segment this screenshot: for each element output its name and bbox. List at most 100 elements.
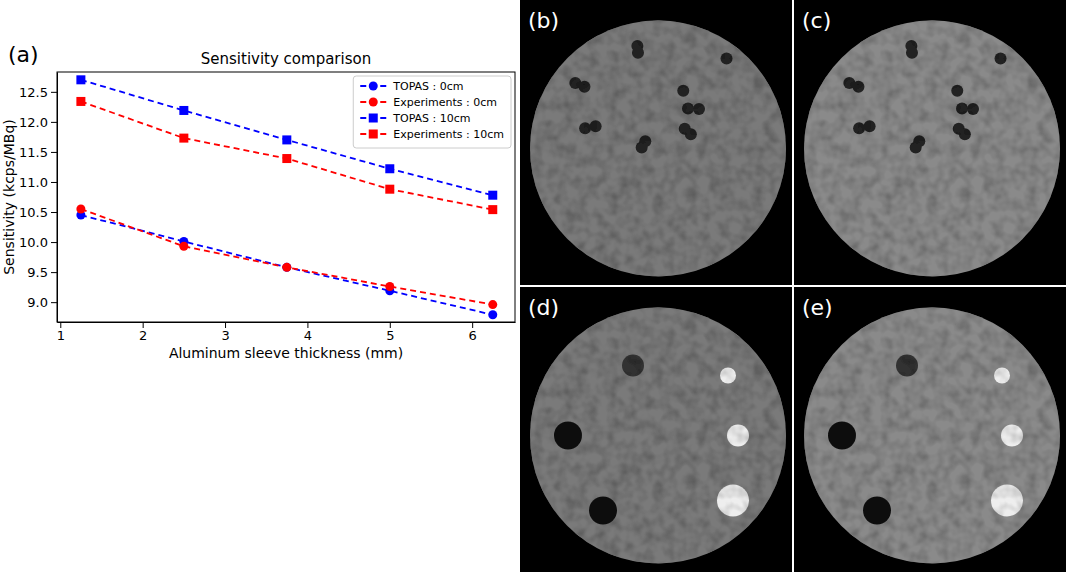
- legend-label: TOPAS : 0cm: [392, 80, 463, 93]
- cold-rod: [853, 122, 865, 134]
- data-point: [282, 135, 291, 144]
- phantom-disc: [530, 308, 786, 564]
- legend-marker: [369, 130, 378, 139]
- x-tick: 6: [469, 322, 477, 343]
- cold-rod: [959, 128, 971, 140]
- data-point: [488, 205, 497, 214]
- y-tick-mark: [51, 212, 57, 213]
- sphere-insert: [717, 485, 749, 517]
- data-point: [282, 263, 291, 272]
- data-point: [76, 97, 85, 106]
- y-tick: 10.0: [19, 235, 57, 250]
- y-tick: 12.5: [19, 84, 57, 99]
- plot-area: [76, 75, 497, 319]
- x-tick-label: 2: [139, 328, 147, 343]
- y-tick-label: 11.5: [19, 145, 48, 160]
- legend-label: Experiments : 0cm: [393, 96, 497, 109]
- y-tick-mark: [51, 152, 57, 153]
- data-point: [385, 185, 394, 194]
- x-tick-mark: [60, 322, 61, 328]
- y-tick-mark: [51, 122, 57, 123]
- cold-rod: [569, 77, 581, 89]
- legend-box: [353, 76, 511, 148]
- x-axis-line: [58, 322, 516, 323]
- cold-rod: [843, 77, 855, 89]
- data-point: [282, 263, 291, 272]
- phantom: [530, 308, 786, 564]
- series-line: [81, 101, 493, 209]
- y-tick-label: 9.5: [27, 265, 48, 280]
- panel-label: (e): [802, 295, 833, 320]
- cold-rod: [910, 141, 922, 153]
- cold-rod: [685, 128, 697, 140]
- phantom: [804, 308, 1060, 564]
- cold-rod: [995, 52, 1007, 64]
- x-tick-mark: [472, 322, 473, 328]
- legend-entry: TOPAS : 10cm: [360, 112, 470, 125]
- legend-entry: Experiments : 10cm: [360, 128, 504, 141]
- data-point: [488, 300, 497, 309]
- cold-rod: [905, 40, 917, 52]
- sphere-insert: [720, 368, 736, 384]
- data-point: [76, 205, 85, 214]
- data-point: [385, 164, 394, 173]
- sphere-insert: [828, 422, 856, 450]
- x-tick: 5: [386, 322, 394, 343]
- legend-entry: Experiments : 0cm: [360, 96, 497, 109]
- legend-label: TOPAS : 10cm: [392, 112, 470, 125]
- cold-rod: [636, 141, 648, 153]
- legend-marker: [369, 82, 378, 91]
- phantom-disc: [530, 21, 786, 277]
- legend-label: Experiments : 10cm: [393, 128, 504, 141]
- x-tick: 3: [221, 322, 229, 343]
- x-tick: 2: [139, 322, 147, 343]
- cold-rod: [682, 103, 694, 115]
- cold-rod: [677, 85, 689, 97]
- panel-label: (a): [8, 42, 39, 67]
- data-point: [179, 106, 188, 115]
- y-tick-label: 10.0: [19, 235, 48, 250]
- cold-rod: [590, 120, 602, 132]
- image-panel: (e): [794, 287, 1066, 572]
- y-axis-line: [57, 73, 58, 323]
- panel-label: (c): [802, 8, 831, 33]
- plot-frame: [57, 72, 515, 322]
- image-background: [520, 287, 792, 572]
- y-tick: 10.5: [19, 205, 57, 220]
- y-tick-label: 11.0: [19, 175, 48, 190]
- x-tick-label: 1: [57, 328, 65, 343]
- sphere-insert: [589, 497, 617, 525]
- chart: 1234569.09.510.010.511.011.512.012.5Sens…: [1, 42, 516, 361]
- phantom-disc: [804, 308, 1060, 564]
- x-tick-label: 5: [386, 328, 394, 343]
- y-axis: 9.09.510.010.511.011.512.012.5: [19, 73, 57, 323]
- y-tick-label: 12.5: [19, 84, 48, 99]
- x-tick-mark: [225, 322, 226, 328]
- x-tick: 4: [304, 322, 312, 343]
- chart-title: Sensitivity comparison: [201, 50, 371, 68]
- x-tick: 1: [57, 322, 65, 343]
- y-tick-mark: [51, 92, 57, 93]
- legend-entry: TOPAS : 0cm: [360, 80, 463, 93]
- data-point: [488, 310, 497, 319]
- cold-rod: [864, 120, 876, 132]
- x-tick-label: 4: [304, 328, 312, 343]
- data-point: [488, 191, 497, 200]
- data-point: [179, 134, 188, 143]
- data-point: [179, 242, 188, 251]
- y-tick-mark: [51, 272, 57, 273]
- data-point: [282, 154, 291, 163]
- sphere-insert: [863, 497, 891, 525]
- image-background: [520, 0, 792, 285]
- sphere-insert: [896, 355, 918, 377]
- sphere-insert: [554, 422, 582, 450]
- x-axis-title: Aluminum sleeve thickness (mm): [169, 345, 403, 361]
- sphere-insert: [1001, 425, 1023, 447]
- x-axis: 1 2 3 4 5 6: [57, 322, 516, 343]
- image-panel: (c): [794, 0, 1066, 285]
- data-point: [385, 282, 394, 291]
- legend-marker: [369, 98, 378, 107]
- image-panel: (b): [520, 0, 792, 285]
- sphere-insert: [994, 368, 1010, 384]
- y-tick-label: 12.0: [19, 115, 48, 130]
